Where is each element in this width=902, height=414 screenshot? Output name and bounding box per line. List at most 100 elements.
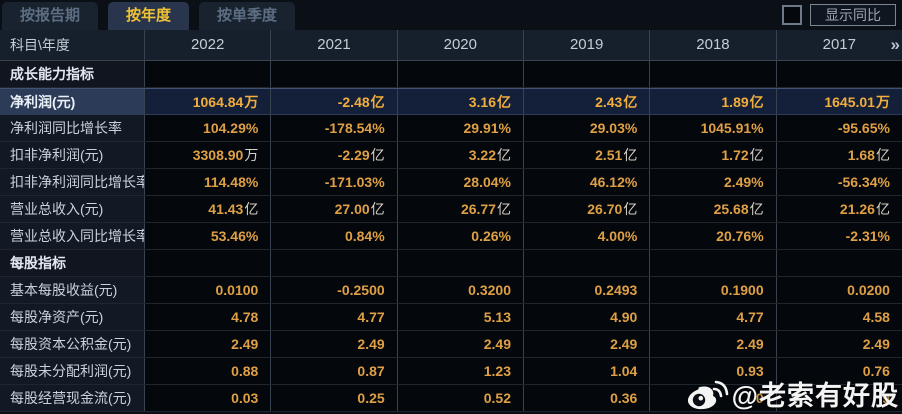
tab-by-report-period[interactable]: 按报告期 — [2, 2, 99, 30]
section-row: 每股指标 — [0, 250, 902, 277]
value-cell — [523, 61, 651, 87]
value-cell: 3.16亿 — [397, 89, 524, 114]
value-cell: 4.90 — [523, 304, 651, 330]
value-cell: 2.49 — [523, 331, 651, 357]
value-cell: 0.03 — [145, 385, 272, 411]
value-cell: 2.49% — [650, 169, 777, 195]
table-row: 每股未分配利润(元) 0.88 0.87 1.23 1.04 0.93 0.76 — [0, 358, 902, 385]
value-cell: 2.49 — [145, 331, 272, 357]
value-cell — [397, 61, 524, 87]
value-cell — [271, 250, 398, 276]
year-header-cell: 2019 — [524, 30, 651, 60]
value-cell: 1045.91% — [650, 115, 777, 141]
value-cell: 0.0200 — [776, 277, 902, 303]
tab-by-quarter[interactable]: 按单季度 — [199, 2, 296, 30]
value-cell: 2.49 — [271, 331, 398, 357]
value-cell: -2.31% — [776, 223, 902, 249]
table-row: 净利润(元) 1064.84万 -2.48亿 3.16亿 2.43亿 1.89亿 1645.… — [0, 88, 902, 115]
value-cell: 0.1900 — [650, 277, 777, 303]
table-row: 每股经营现金流(元) 0.03 0.25 0.52 0.36 0 9 — [0, 385, 902, 412]
value-cell: 20.76% — [650, 223, 777, 249]
value-cell — [145, 250, 272, 276]
row-label: 净利润(元) — [0, 89, 145, 114]
row-label: 每股经营现金流(元) — [0, 385, 145, 411]
value-cell — [523, 250, 651, 276]
value-cell: 5.13 — [397, 304, 524, 330]
value-cell: 0 — [650, 385, 777, 411]
value-cell: 9 — [776, 385, 902, 411]
year-header-cell: 2021 — [271, 30, 398, 60]
value-cell: 4.78 — [145, 304, 272, 330]
value-cell: 27.00亿 — [271, 196, 398, 222]
value-cell — [145, 61, 272, 87]
value-cell: 1.23 — [397, 358, 524, 384]
value-cell: 0.84% — [271, 223, 398, 249]
table-row: 扣非净利润(元) 3308.90万 -2.29亿 3.22亿 2.51亿 1.72亿 1.6… — [0, 142, 902, 169]
value-cell: 2.43亿 — [523, 89, 651, 114]
value-cell: 0.2493 — [523, 277, 651, 303]
period-tabbar: 按报告期 按年度 按单季度 显示同比 — [0, 0, 902, 30]
value-cell: -178.54% — [271, 115, 398, 141]
financial-table: 科目\年度 2022 2021 2020 2019 2018 2017» 成长能力指标 净利… — [0, 30, 902, 412]
table-row: 营业总收入同比增长率 53.46% 0.84% 0.26% 4.00% 20.76% -2.… — [0, 223, 902, 250]
table-row: 每股净资产(元) 4.78 4.77 5.13 4.90 4.77 4.58 — [0, 304, 902, 331]
value-cell: 0.26% — [397, 223, 524, 249]
value-cell: 4.00% — [523, 223, 651, 249]
table-row: 净利润同比增长率 104.29% -178.54% 29.91% 29.03% 1045.… — [0, 115, 902, 142]
value-cell: 1.72亿 — [650, 142, 777, 168]
value-cell: 2.49 — [776, 331, 902, 357]
value-cell: 0.87 — [271, 358, 398, 384]
value-cell: 0.3200 — [397, 277, 524, 303]
value-cell: -0.2500 — [271, 277, 398, 303]
value-cell: 0.76 — [776, 358, 902, 384]
value-cell: 114.48% — [145, 169, 272, 195]
value-cell — [776, 250, 902, 276]
year-header-cell: 2017» — [777, 30, 902, 60]
value-cell: 0.0100 — [145, 277, 272, 303]
table-row: 每股资本公积金(元) 2.49 2.49 2.49 2.49 2.49 2.49 — [0, 331, 902, 358]
value-cell: 46.12% — [523, 169, 651, 195]
value-cell — [650, 250, 777, 276]
row-label: 营业总收入同比增长率 — [0, 223, 145, 249]
more-years-icon[interactable]: » — [890, 35, 901, 54]
row-label: 成长能力指标 — [0, 61, 145, 87]
row-label: 净利润同比增长率 — [0, 115, 145, 141]
value-cell: 1.68亿 — [776, 142, 902, 168]
value-cell: 21.26亿 — [776, 196, 902, 222]
value-cell: 2.49 — [397, 331, 524, 357]
value-cell: 29.03% — [523, 115, 651, 141]
value-cell: 2.49 — [650, 331, 777, 357]
value-cell: 1.89亿 — [650, 89, 777, 114]
show-yoy-button[interactable]: 显示同比 — [810, 4, 896, 26]
row-label: 每股净资产(元) — [0, 304, 145, 330]
value-cell: -2.48亿 — [271, 89, 398, 114]
year-header-cell: 2020 — [398, 30, 524, 60]
value-cell: 53.46% — [145, 223, 272, 249]
value-cell: 0.88 — [145, 358, 272, 384]
row-label: 每股未分配利润(元) — [0, 358, 145, 384]
value-cell: 4.77 — [650, 304, 777, 330]
tabbar-right: 显示同比 — [782, 4, 896, 26]
value-cell: -2.29亿 — [271, 142, 398, 168]
value-cell: 25.68亿 — [650, 196, 777, 222]
value-cell: 0.93 — [650, 358, 777, 384]
table-row: 营业总收入(元) 41.43亿 27.00亿 26.77亿 26.70亿 25.68亿 21… — [0, 196, 902, 223]
table-row: 扣非净利润同比增长率 114.48% -171.03% 28.04% 46.12% 2.4… — [0, 169, 902, 196]
year-header-cell: 2022 — [145, 30, 272, 60]
value-cell: 29.91% — [397, 115, 524, 141]
value-cell: 1645.01万 — [776, 89, 902, 114]
value-cell — [397, 250, 524, 276]
value-cell: -95.65% — [776, 115, 902, 141]
table-row: 基本每股收益(元) 0.0100 -0.2500 0.3200 0.2493 0.1900… — [0, 277, 902, 304]
value-cell — [776, 61, 902, 87]
tabbar-tabs: 按报告期 按年度 按单季度 — [0, 0, 296, 30]
value-cell: -56.34% — [776, 169, 902, 195]
row-label: 每股资本公积金(元) — [0, 331, 145, 357]
show-yoy-checkbox[interactable] — [782, 5, 802, 25]
value-cell: 1064.84万 — [145, 89, 272, 114]
row-label: 每股指标 — [0, 250, 145, 276]
value-cell: 104.29% — [145, 115, 272, 141]
value-cell: 3.22亿 — [397, 142, 524, 168]
tab-by-year[interactable]: 按年度 — [108, 2, 190, 30]
